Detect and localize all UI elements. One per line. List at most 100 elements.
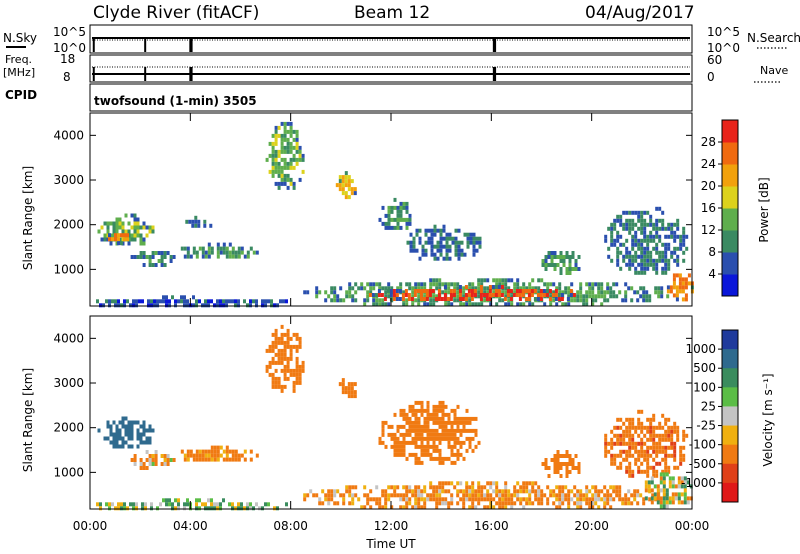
heat-cell [576,497,580,502]
heat-cell [130,458,134,462]
heat-cell [344,175,348,180]
heat-cell [613,453,617,458]
heat-cell [685,246,689,251]
heat-cell [292,384,296,389]
heat-cell [622,258,626,263]
heat-cell [501,497,505,502]
heat-cell [438,408,442,413]
heat-cell [621,497,625,502]
heat-cell [366,493,370,498]
heat-cell [507,497,511,502]
heat-cell [678,273,682,278]
heat-cell [114,303,117,308]
heat-cell [655,473,659,478]
heat-cell [464,297,468,301]
heat-cell [353,390,357,395]
heat-cell [654,290,658,295]
heat-cell [271,344,275,349]
heat-cell [557,293,561,297]
heat-cell [99,502,102,507]
heat-cell [286,340,290,345]
heat-cell [643,222,647,227]
heat-cell [471,302,475,307]
heat-cell [643,449,647,454]
heat-cell [133,458,137,462]
heat-cell [480,278,484,283]
heat-cell [148,440,152,445]
heat-cell [133,462,137,466]
heat-cell [654,286,658,291]
heat-cell [531,489,535,494]
heat-cell [204,502,207,507]
heat-cell [186,246,190,251]
heat-cell [533,297,537,301]
heat-cell [649,433,653,438]
heat-cell [345,485,349,490]
heat-cell [378,217,382,222]
heat-cell [225,246,229,251]
heat-cell [408,213,412,218]
heat-cell [271,384,275,389]
heat-cell [375,497,379,502]
heat-cell [655,469,659,474]
heat-cell [390,432,394,437]
heat-cell [408,420,412,425]
heat-cell [465,485,469,490]
heat-cell [619,465,623,470]
heat-cell [682,230,686,235]
heat-cell [289,133,293,138]
heat-cell [112,432,116,437]
heat-cell [679,242,683,247]
heat-cell [156,299,159,304]
heat-cell [228,502,231,507]
heat-cell [286,165,290,170]
heat-cell [544,263,548,267]
heat-cell [588,489,592,494]
heat-cell [680,484,684,489]
heat-cell [453,436,457,441]
heat-cell [436,240,440,245]
heat-cell [679,445,683,450]
heat-cell [109,241,113,246]
heat-cell [133,229,137,234]
heat-cell [568,267,572,271]
heat-cell [396,424,400,429]
heat-cell [541,462,545,466]
colorbar-tick-label: 16 [701,201,716,215]
heat-cell [447,302,451,307]
heat-cell [207,449,211,454]
heat-cell [145,436,149,441]
heat-cell [195,453,199,458]
heat-cell [194,219,198,224]
heat-cell [441,497,445,502]
heat-cell [652,425,656,430]
freq-tick-bottom: 8 [63,70,71,84]
heat-cell [432,456,436,461]
freq-label: Freq. [5,53,32,66]
heat-cell [237,303,240,308]
heat-cell [261,303,264,308]
heat-cell [528,493,532,498]
heat-cell [414,432,418,437]
heat-cell [414,286,418,291]
heat-cell [462,416,466,421]
heat-cell [457,256,461,261]
heat-cell [420,412,424,417]
heat-cell [670,437,674,442]
heat-cell [417,493,421,498]
heat-cell [655,250,659,255]
heat-cell [363,298,367,303]
heat-cell [670,230,674,235]
heat-cell [610,234,614,239]
heat-cell [427,240,431,245]
heat-cell [378,440,382,445]
heat-cell [510,497,514,502]
heat-cell [652,441,656,446]
heat-cell [298,344,302,349]
heat-cell [619,234,623,239]
heat-cell [360,286,364,291]
heat-cell [619,250,623,255]
heat-cell [680,492,684,497]
heat-cell [435,436,439,441]
heat-cell [610,258,614,263]
